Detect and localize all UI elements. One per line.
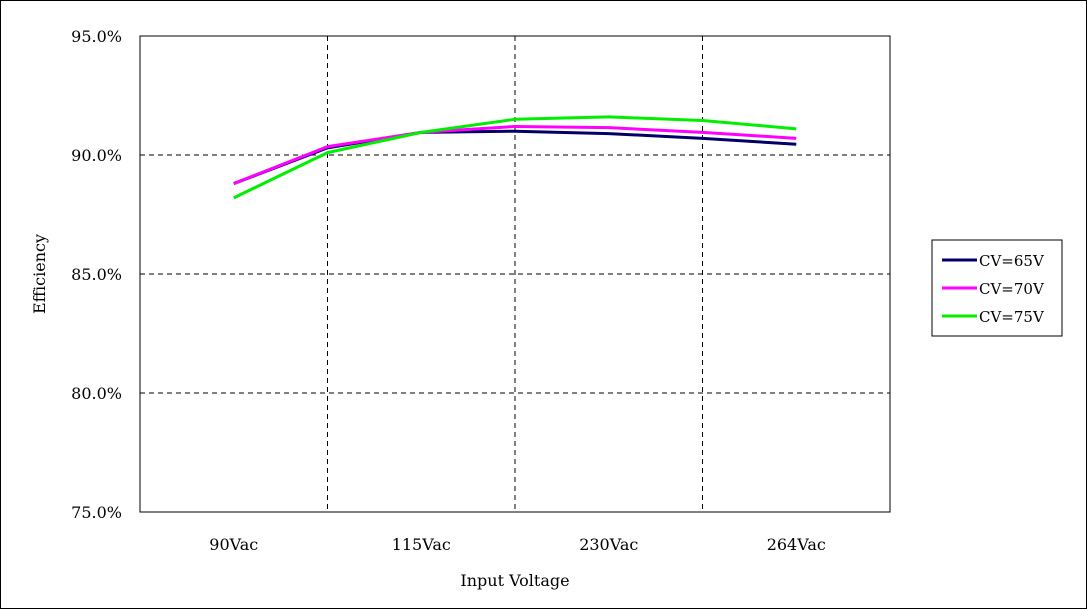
y-axis-ticks: 75.0% 80.0% 85.0% 90.0% 95.0% (71, 27, 122, 522)
grid (140, 35, 890, 512)
y-tick-label: 90.0% (71, 146, 122, 165)
legend: CV=65V CV=70V CV=75V (931, 239, 1063, 337)
legend-label: CV=75V (979, 308, 1045, 326)
x-axis-title: Input Voltage (460, 571, 569, 590)
x-tick-label: 230Vac (579, 535, 638, 554)
y-tick-label: 85.0% (71, 265, 122, 284)
x-tick-label: 90Vac (209, 535, 258, 554)
y-tick-label: 75.0% (71, 503, 122, 522)
legend-label: CV=70V (979, 280, 1045, 298)
x-tick-label: 264Vac (767, 535, 826, 554)
x-tick-label: 115Vac (392, 535, 451, 554)
legend-label: CV=65V (979, 252, 1045, 270)
series-lines (233, 115, 797, 200)
y-axis-title: Efficiency (30, 234, 49, 314)
y-tick-label: 80.0% (71, 384, 122, 403)
y-tick-label: 95.0% (71, 27, 122, 46)
series-line (233, 124, 797, 185)
series-line (233, 115, 797, 200)
x-axis-ticks: 90Vac 115Vac 230Vac 264Vac (209, 535, 826, 554)
